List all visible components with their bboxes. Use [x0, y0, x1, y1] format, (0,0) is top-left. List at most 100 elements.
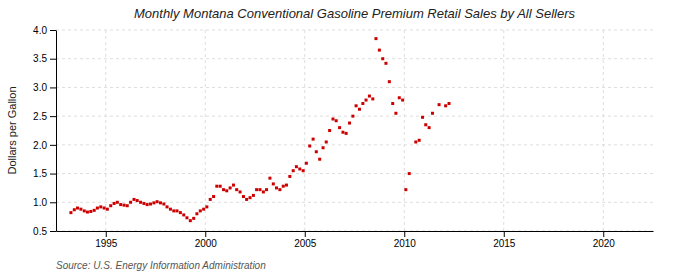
- point: [222, 188, 225, 191]
- y-tick-mark: [50, 231, 56, 232]
- point: [156, 200, 159, 203]
- point: [205, 205, 208, 208]
- x-tick-mark: [106, 231, 107, 237]
- y-tick-label: 3.5: [33, 53, 47, 64]
- point: [278, 188, 281, 191]
- x-tick: 2005: [294, 231, 317, 249]
- y-tick: 2.0: [33, 140, 56, 151]
- point: [136, 199, 139, 202]
- point: [308, 145, 311, 148]
- point: [305, 162, 308, 165]
- point: [96, 207, 99, 210]
- point: [209, 198, 212, 201]
- y-axis-line: [56, 31, 57, 232]
- point: [99, 205, 102, 208]
- x-grid-line: [205, 30, 206, 231]
- point: [109, 204, 112, 207]
- x-tick: 2010: [394, 231, 417, 249]
- point: [394, 112, 397, 115]
- y-grid-line: [56, 173, 653, 174]
- point: [93, 209, 96, 212]
- point: [404, 188, 407, 191]
- y-tick-mark: [50, 202, 56, 203]
- point: [113, 202, 116, 205]
- y-tick-label: 1.5: [33, 168, 47, 179]
- point: [421, 116, 424, 119]
- point: [384, 62, 387, 65]
- point: [69, 211, 72, 214]
- point: [192, 217, 195, 220]
- point: [268, 177, 271, 180]
- point: [358, 108, 361, 111]
- y-tick-mark: [50, 174, 56, 175]
- point: [322, 146, 325, 149]
- point: [388, 80, 391, 83]
- x-tick-label: 2005: [294, 238, 317, 249]
- point: [348, 122, 351, 125]
- point: [335, 119, 338, 122]
- point: [292, 169, 295, 172]
- point: [182, 213, 185, 216]
- point: [195, 212, 198, 215]
- point: [86, 211, 89, 214]
- point: [371, 97, 374, 100]
- point: [126, 204, 129, 207]
- y-axis-title: Dollars per Gallon: [6, 86, 18, 174]
- y-grid-line: [56, 202, 653, 203]
- y-tick: 1.0: [33, 197, 56, 208]
- y-tick-mark: [50, 59, 56, 60]
- point: [202, 208, 205, 211]
- point: [169, 208, 172, 211]
- point: [162, 203, 165, 206]
- y-axis: 0.51.01.52.02.53.03.54.0: [33, 25, 56, 237]
- point: [398, 96, 401, 99]
- point: [133, 198, 136, 201]
- x-tick: 2015: [493, 231, 516, 249]
- point: [288, 175, 291, 178]
- x-axis: 199520002005201020152020: [57, 231, 654, 249]
- point: [159, 201, 162, 204]
- x-grid-line: [105, 30, 106, 231]
- point: [325, 140, 328, 143]
- x-tick-label: 2015: [493, 238, 516, 249]
- y-tick: 0.5: [33, 226, 56, 237]
- point: [179, 211, 182, 214]
- point: [262, 190, 265, 193]
- y-tick-label: 0.5: [33, 226, 47, 237]
- point: [212, 195, 215, 198]
- point: [428, 126, 431, 129]
- point: [328, 129, 331, 132]
- point: [368, 95, 371, 98]
- point: [315, 150, 318, 153]
- x-axis-line: [57, 231, 654, 232]
- y-grid-line: [56, 116, 653, 117]
- title: Monthly Montana Conventional Gasoline Pr…: [134, 6, 576, 21]
- point: [139, 201, 142, 204]
- point: [295, 165, 298, 168]
- y-tick-label: 3.0: [33, 82, 47, 93]
- point: [332, 118, 335, 121]
- point: [252, 194, 255, 197]
- point: [199, 209, 202, 212]
- point: [374, 37, 377, 40]
- point: [229, 186, 232, 189]
- point: [225, 189, 228, 192]
- point: [166, 205, 169, 208]
- y-tick: 4.0: [33, 25, 56, 36]
- point: [272, 182, 275, 185]
- point: [185, 216, 188, 219]
- point: [312, 138, 315, 141]
- point: [235, 188, 238, 191]
- y-tick: 1.5: [33, 168, 56, 179]
- point: [129, 201, 132, 204]
- point: [285, 184, 288, 187]
- point: [189, 219, 192, 222]
- point: [106, 208, 109, 211]
- y-tick-label: 2.0: [33, 140, 47, 151]
- x-tick-label: 2010: [394, 238, 417, 249]
- point: [275, 186, 278, 189]
- point: [255, 188, 258, 191]
- point: [83, 209, 86, 212]
- y-tick-mark: [50, 30, 56, 31]
- point: [232, 184, 235, 187]
